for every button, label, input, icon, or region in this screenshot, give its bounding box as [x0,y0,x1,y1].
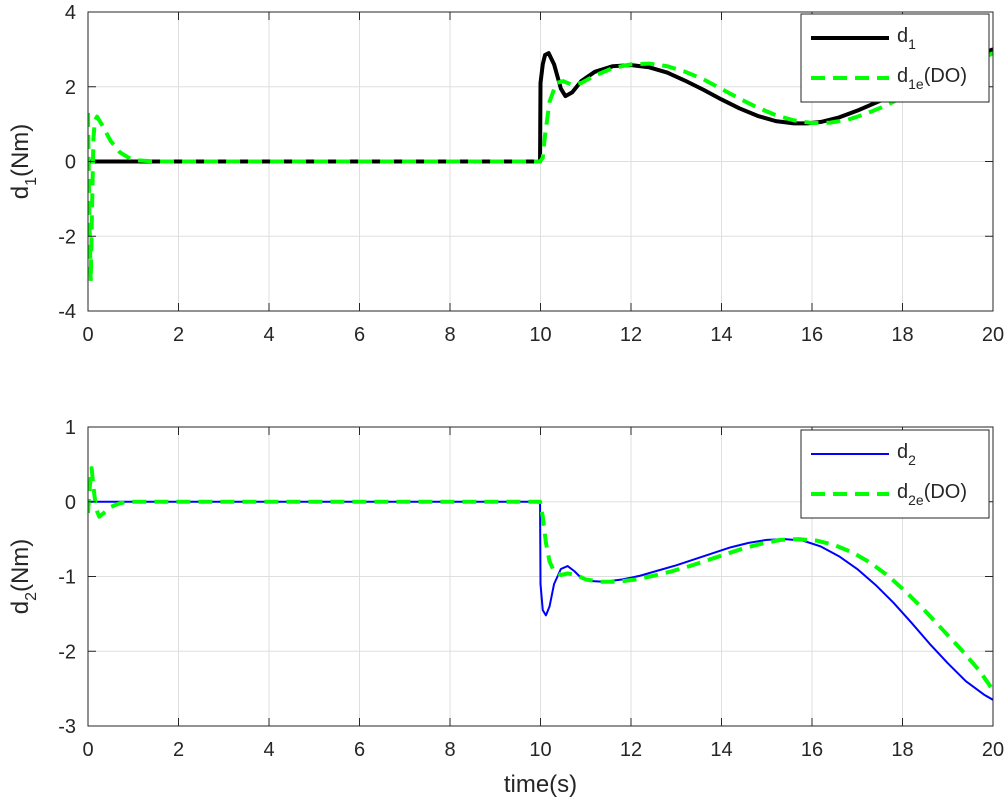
legend-label: d1 [897,25,916,52]
legend-label-sub: 1 [908,36,916,52]
x-tick-label: 8 [444,324,455,346]
legend-label: d2e(DO) [897,481,967,508]
x-tick-label: 14 [710,739,732,761]
x-tick-label: 18 [891,324,913,346]
x-tick-label: 16 [801,324,823,346]
x-tick-label: 8 [444,739,455,761]
y-axis-label-unit: (Nm) [7,539,34,592]
legend-label-main: d [897,65,908,87]
x-tick-label: 4 [263,739,274,761]
x-tick-label: 12 [620,739,642,761]
y-tick-label: 0 [65,152,76,174]
y-tick-label: -3 [58,716,76,738]
legend-label: d1e(DO) [897,65,967,92]
legend-label-suffix: (DO) [924,481,967,503]
series-group [88,47,993,284]
y-tick-label: -1 [58,567,76,589]
y-axis-label-sub: 2 [23,592,40,601]
y-axis-label: d2(Nm) [7,539,40,615]
x-tick-label: 6 [354,739,365,761]
x-tick-label: 0 [82,324,93,346]
legend-label-sub: 2 [908,452,916,468]
x-tick-label: 10 [529,739,551,761]
legend-label: d2 [897,441,916,468]
x-tick-label: 2 [173,324,184,346]
legend-label-sub: 1e [908,76,924,92]
x-tick-label: 4 [263,324,274,346]
y-tick-label: -2 [58,641,76,663]
x-tick-label: 16 [801,739,823,761]
legend-label-main: d [897,481,908,503]
plot-bottom: 0 2 4 6 8 10 12 14 16 18 2010-1-2-3d2(Nm)time(s)d2… [7,417,1004,798]
series-line-d1e [88,51,993,284]
legend-label-main: d [897,441,908,463]
x-tick-label: 20 [982,739,1004,761]
y-axis-label: d1(Nm) [7,124,40,200]
y-tick-label: -4 [58,301,76,323]
x-tick-label: 6 [354,324,365,346]
y-axis-label-unit: (Nm) [7,124,34,177]
series-line-d2e [88,466,993,692]
x-tick-label: 2 [173,739,184,761]
x-tick-label: 10 [529,324,551,346]
y-tick-label: 1 [65,417,76,439]
legend-label-sub: 2e [908,492,924,508]
series-group [88,466,993,701]
x-axis-label: time(s) [504,771,577,798]
y-tick-label: 4 [65,2,76,24]
y-axis-label-main: d [7,601,34,614]
legend-box [800,429,990,519]
y-axis-label-sub: 1 [23,177,40,186]
x-tick-label: 18 [891,739,913,761]
x-tick-label: 12 [620,324,642,346]
legend-label-main: d [897,25,908,47]
y-tick-label: -2 [58,226,76,248]
x-tick-label: 14 [710,324,732,346]
x-tick-label: 20 [982,324,1004,346]
y-tick-label: 2 [65,77,76,99]
y-tick-label: 0 [65,492,76,514]
y-axis-label-main: d [7,186,34,199]
legend-label-suffix: (DO) [924,65,967,87]
x-tick-label: 0 [82,739,93,761]
series-line-d2 [88,500,993,701]
series-line-d1 [88,47,993,164]
legend-box [800,13,990,103]
